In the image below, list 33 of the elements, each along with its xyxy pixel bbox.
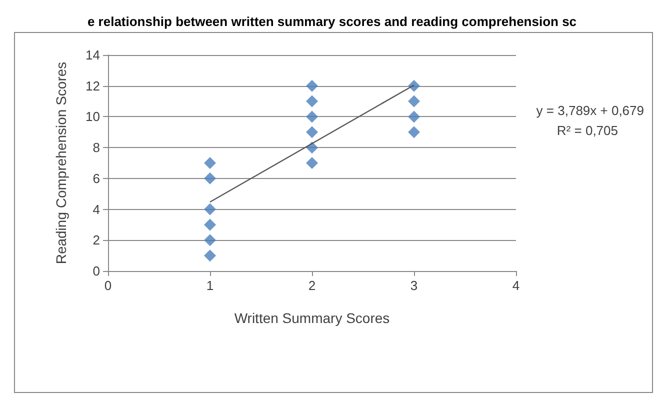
x-tick-label: 2 <box>308 278 316 293</box>
point <box>204 157 216 169</box>
point <box>306 95 318 108</box>
x-axis-title: Written Summary Scores <box>234 310 390 326</box>
y-axis-title: Reading Comprehension Scores <box>53 62 69 264</box>
y-tick-label: 10 <box>86 109 100 124</box>
point <box>204 250 216 262</box>
chart-title: e relationship between written summary scores and reading comprehension sc <box>87 14 577 29</box>
point <box>306 110 318 123</box>
x-tick-label: 3 <box>410 278 418 293</box>
y-tick-label: 0 <box>92 264 100 278</box>
point <box>306 80 318 92</box>
point <box>306 157 318 169</box>
text: y = 3,789x + 0,679 <box>536 103 644 118</box>
point <box>306 126 318 138</box>
x-tick-label: 0 <box>104 278 112 293</box>
x-tick-label: 1 <box>206 278 214 293</box>
point <box>204 218 216 231</box>
point <box>408 95 420 108</box>
point <box>204 172 216 184</box>
y-tick-label: 8 <box>92 140 100 156</box>
y-tick-label: 12 <box>86 78 100 94</box>
x-tick-label: 4 <box>512 278 520 293</box>
point <box>204 203 216 216</box>
y-tick-label: 14 <box>86 48 100 62</box>
y-tick-label: 2 <box>92 232 100 248</box>
y-tick-label: 4 <box>92 202 100 217</box>
point <box>204 234 216 246</box>
point <box>408 126 420 138</box>
y-tick-label: 6 <box>92 170 100 186</box>
text: R² = 0,705 <box>556 123 618 138</box>
point <box>408 110 420 123</box>
point <box>408 80 420 92</box>
